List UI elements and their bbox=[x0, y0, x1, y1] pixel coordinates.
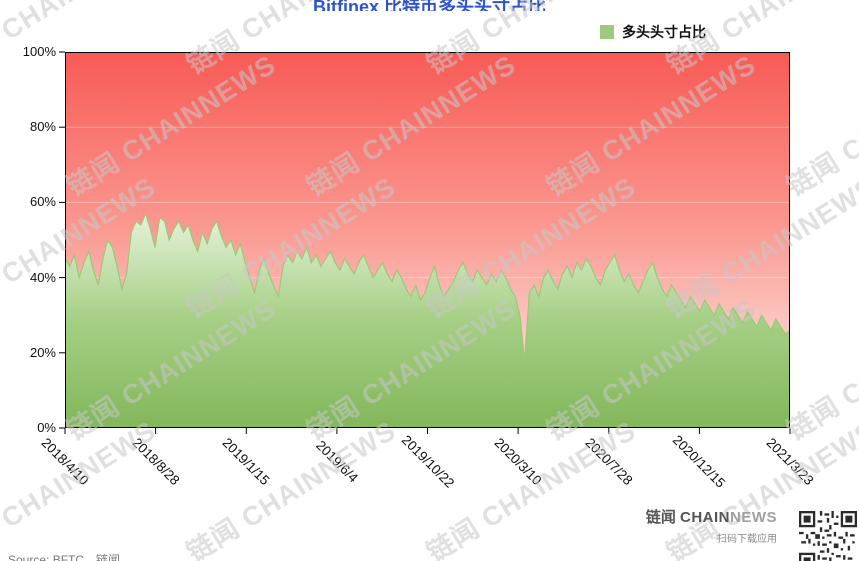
y-tick-label: 20% bbox=[29, 344, 56, 360]
x-tick-label: 2018/8/28 bbox=[129, 434, 183, 489]
x-tick-label: 2018/4/10 bbox=[38, 434, 92, 489]
chart-svg bbox=[59, 51, 791, 434]
x-tick-label: 2021/3/23 bbox=[763, 434, 817, 489]
chart-title-clipped: Bitfinex 比特币多头头寸占比 bbox=[0, 0, 859, 11]
y-tick-label: 100% bbox=[22, 44, 56, 59]
y-tick-label: 40% bbox=[29, 269, 56, 285]
qr-code bbox=[799, 511, 857, 561]
y-tick-label: 80% bbox=[29, 119, 56, 135]
x-tick-label: 2020/12/15 bbox=[670, 432, 729, 491]
legend-swatch-icon bbox=[600, 25, 614, 39]
y-tick-label: 0% bbox=[37, 420, 56, 435]
x-tick-label: 2020/3/10 bbox=[491, 434, 545, 489]
x-tick-label: 2019/10/22 bbox=[398, 432, 457, 491]
qr-caption: 扫码下载应用 bbox=[717, 534, 777, 545]
legend-label: 多头头寸占比 bbox=[622, 24, 706, 40]
brand-cn: 链闻 bbox=[645, 509, 680, 526]
y-tick-label: 60% bbox=[29, 194, 56, 210]
brand-block: 链闻 CHAINNEWS 扫码下载应用 bbox=[646, 506, 777, 545]
watermark-text: 链闻 CHAINNEWS bbox=[781, 49, 859, 202]
watermark-text: 链闻 CHAINNEWS bbox=[781, 293, 859, 446]
watermark-text: 链闻 CHAINNEWS bbox=[181, 415, 402, 561]
source-note-clipped: Source: BFTC，链闻 bbox=[8, 553, 121, 561]
x-tick-label: 2019/1/15 bbox=[219, 434, 273, 489]
x-tick-label: 2019/6/4 bbox=[312, 437, 361, 486]
brand-name: 链闻 CHAINNEWS bbox=[646, 506, 777, 527]
chart-title-text: Bitfinex 比特币多头头寸占比 bbox=[312, 0, 546, 11]
brand-en-bold: CHAIN bbox=[680, 509, 730, 526]
x-tick-label: 2020/7/28 bbox=[582, 434, 636, 489]
plot-area bbox=[59, 51, 791, 434]
brand-en-light: NEWS bbox=[730, 509, 777, 526]
legend: 多头头寸占比 bbox=[600, 22, 706, 42]
